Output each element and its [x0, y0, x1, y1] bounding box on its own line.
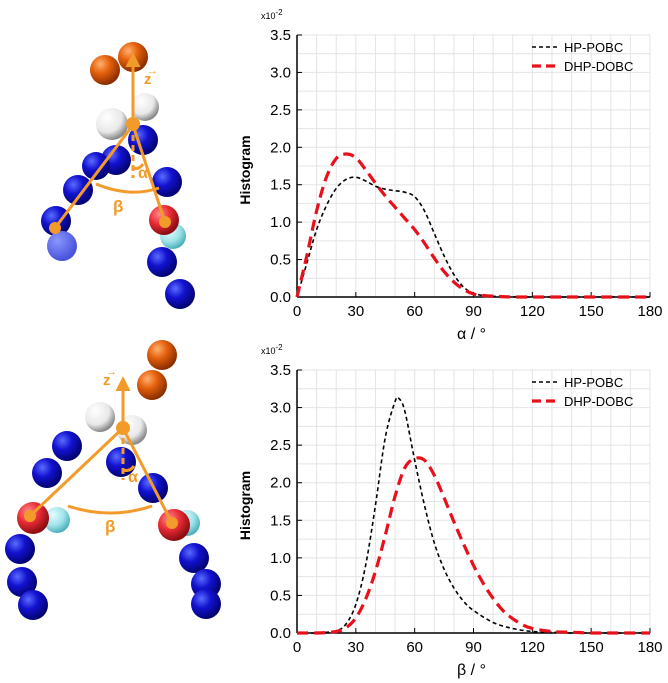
x-axis-label: α / °: [457, 326, 486, 343]
tail-bead: [32, 458, 62, 488]
y-tick-label: 3.5: [270, 362, 291, 379]
legend-label: HP-POBC: [564, 40, 623, 55]
tail-bead: [52, 431, 82, 461]
legend: HP-POBC DHP-DOBC: [532, 375, 633, 409]
center-dot: [116, 421, 130, 435]
x-tick-label: 60: [406, 639, 423, 656]
tail-bead: [7, 567, 37, 597]
exponent-base: x10: [261, 346, 276, 356]
vector-arrow-glyph: →: [147, 65, 158, 77]
alpha-label: α: [128, 469, 138, 486]
head-bead: [147, 340, 177, 370]
beta-angle-arc: [67, 504, 153, 515]
y-tick-label: 2.0: [270, 475, 291, 492]
tail-bead: [41, 206, 71, 236]
alpha-angle-arc: [122, 465, 136, 472]
grid-lines: [296, 34, 651, 298]
x-tick-label: 60: [406, 303, 423, 320]
tail-bead: [18, 590, 48, 620]
x-tick-label: 30: [347, 303, 364, 320]
head-bead: [137, 370, 167, 400]
y-tick-label: 1.5: [270, 177, 291, 194]
double-bond-bead: [44, 507, 70, 533]
center-dot: [126, 117, 140, 131]
x-tick-label: 90: [465, 303, 482, 320]
vertex-dot: [166, 517, 178, 529]
x-tick-label: 90: [465, 639, 482, 656]
x-tick-label: 0: [293, 639, 301, 656]
tail-bead: [63, 175, 93, 205]
x-tick-label: 120: [520, 303, 545, 320]
alpha-angle-arc: [132, 163, 145, 170]
legend-label: HP-POBC: [564, 375, 623, 390]
x-tick-label: 150: [579, 303, 604, 320]
tail-bead: [179, 543, 209, 573]
legend-label: DHP-DOBC: [564, 394, 633, 409]
tail-bead: [82, 152, 110, 180]
tail-bead: [152, 167, 182, 197]
x-axis-label: β / °: [457, 662, 486, 679]
beta-angle-arc: [95, 182, 160, 194]
tail-bead: [147, 247, 177, 277]
y-axis-label: Histogram: [237, 135, 253, 204]
x-tick-label: 180: [637, 639, 662, 656]
y-tick-label: 1.5: [270, 512, 291, 529]
y-tick-label: 1.0: [270, 214, 291, 231]
beta-leg-left: [28, 426, 125, 518]
legend-label: DHP-DOBC: [564, 59, 633, 74]
molecule-diagram-bottom: z → α β: [5, 340, 221, 620]
y-exponent-label: x10-2: [261, 8, 283, 21]
z-label: z: [103, 372, 111, 389]
vector-arrow-glyph: →: [106, 366, 117, 378]
molecule-diagram-top: z → α β: [41, 42, 195, 309]
z-label: z: [144, 71, 152, 88]
x-tick-label: 0: [293, 303, 301, 320]
series-line-dhp-dobc: [295, 152, 650, 299]
y-axis-label: Histogram: [237, 471, 253, 540]
glycerol-bead: [131, 93, 159, 121]
beta-leg-left: [53, 124, 135, 229]
head-bead: [90, 55, 120, 85]
tail-bead: [5, 534, 35, 564]
vertex-dot: [49, 222, 61, 234]
beta-label: β: [105, 517, 115, 536]
y-tick-label: 3.0: [270, 400, 291, 417]
x-tick-label: 30: [347, 639, 364, 656]
alpha-histogram-chart: 0 30 60 90 120 150 180 0.0 0.5 1.0 1.5 2.0 2.5 3.0 3.5…: [237, 8, 663, 343]
beta-histogram-chart: 0 30 60 90 120 150 180 0.0 0.5 1.0 1.5 2.0 2.5 3.0 3.5…: [237, 343, 663, 679]
y-tick-label: 2.5: [270, 102, 291, 119]
series-line-dhp-dobc: [297, 456, 650, 635]
y-tick-label: 0.5: [270, 252, 291, 269]
glycerol-bead: [96, 108, 128, 140]
beta-label: β: [113, 197, 123, 216]
beta-leg-right: [131, 124, 167, 223]
y-tick-label: 3.0: [270, 64, 291, 81]
y-tick-label: 0.0: [270, 289, 291, 306]
glycerol-bead: [85, 402, 115, 432]
grid-lines: [296, 369, 651, 634]
x-tick-label: 180: [637, 303, 662, 320]
y-tick-label: 2.0: [270, 139, 291, 156]
vertex-dot: [24, 510, 36, 522]
y-exponent-label: x10-2: [261, 343, 283, 356]
exponent-power: -2: [276, 8, 284, 17]
tail-bead: [165, 279, 195, 309]
y-tick-label: 2.5: [270, 437, 291, 454]
tail-bead: [47, 231, 77, 261]
tail-bead: [191, 589, 221, 619]
alpha-label: α: [138, 165, 148, 182]
exponent-power: -2: [276, 343, 284, 352]
beta-leg-right: [121, 427, 174, 524]
y-tick-label: 0.5: [270, 587, 291, 604]
y-tick-label: 1.0: [270, 550, 291, 567]
x-tick-label: 120: [520, 639, 545, 656]
y-tick-label: 0.0: [270, 625, 291, 642]
y-tick-label: 3.5: [270, 27, 291, 44]
exponent-base: x10: [261, 11, 276, 21]
vertex-dot: [159, 216, 171, 228]
x-tick-label: 150: [579, 639, 604, 656]
legend: HP-POBC DHP-DOBC: [532, 40, 633, 74]
